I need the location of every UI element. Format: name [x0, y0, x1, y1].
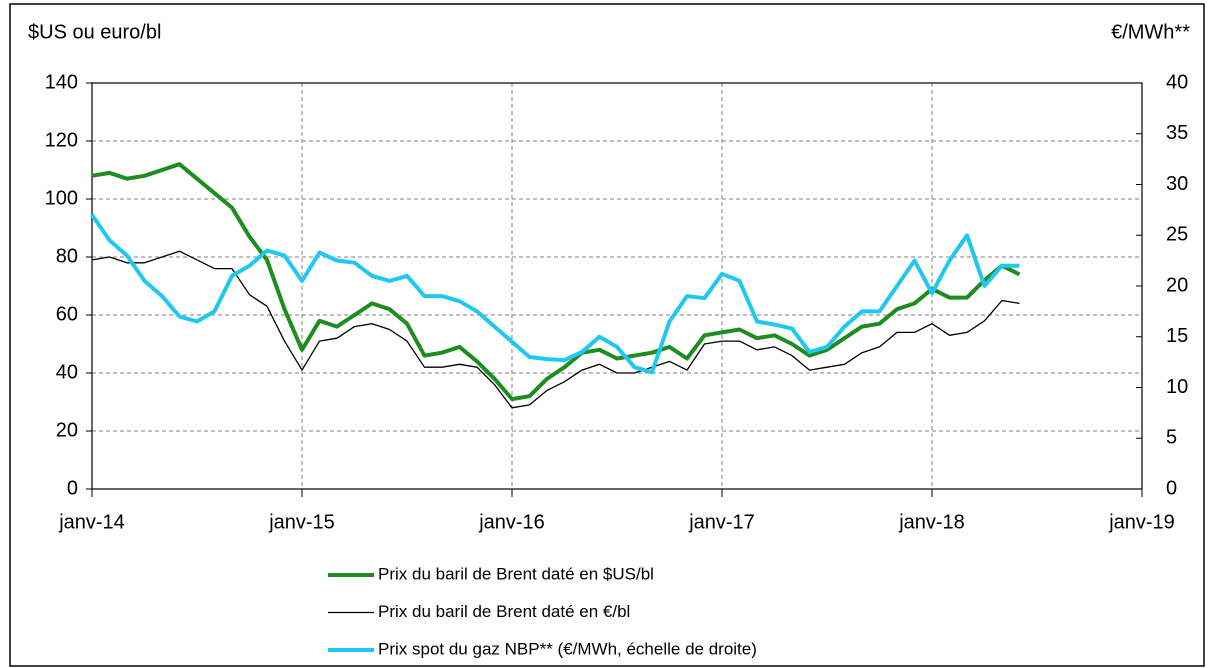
y2-axis-label: €/MWh**	[1111, 21, 1190, 43]
x-tick-label: janv-17	[688, 511, 755, 533]
legend-label: Prix du baril de Brent daté en €/bl	[378, 602, 630, 621]
plot-area	[91, 82, 1143, 490]
x-tick-label: janv-14	[58, 511, 125, 533]
x-tick-label: janv-18	[898, 511, 965, 533]
y2-tick-label: 15	[1166, 325, 1188, 347]
y2-tick-label: 30	[1166, 173, 1188, 195]
x-tick-label: janv-19	[1108, 511, 1175, 533]
y-tick-label: 80	[56, 245, 78, 267]
y2-tick-label: 0	[1166, 477, 1177, 499]
y-tick-label: 40	[56, 361, 78, 383]
y-axis-label: $US ou euro/bl	[28, 21, 161, 43]
y-tick-label: 120	[45, 129, 78, 151]
x-tick-label: janv-15	[268, 511, 335, 533]
y-tick-label: 140	[45, 71, 78, 93]
y2-tick-label: 5	[1166, 427, 1177, 449]
legend-label: Prix spot du gaz NBP** (€/MWh, échelle d…	[378, 639, 757, 658]
y-tick-label: 60	[56, 303, 78, 325]
y-tick-label: 20	[56, 419, 78, 441]
data-line	[90, 213, 1020, 375]
y-tick-label: 100	[45, 187, 78, 209]
legend-label: Prix du baril de Brent daté en $US/bl	[378, 564, 654, 583]
data-line	[91, 162, 1021, 402]
y2-tick-label: 25	[1166, 224, 1188, 246]
x-tick-label: janv-16	[478, 511, 545, 533]
y-tick-label: 0	[67, 477, 78, 499]
y2-tick-label: 40	[1166, 71, 1188, 93]
data-line	[91, 250, 1020, 409]
y2-tick-label: 20	[1166, 274, 1188, 296]
frame	[9, 3, 1205, 667]
y2-tick-label: 10	[1166, 376, 1188, 398]
y2-tick-label: 35	[1166, 122, 1188, 144]
